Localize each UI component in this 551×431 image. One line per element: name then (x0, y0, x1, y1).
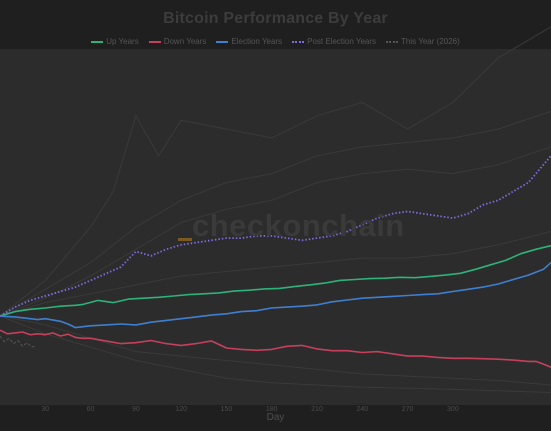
series-line-down-years (0, 329, 551, 368)
legend-item-up-years[interactable]: Up Years (91, 37, 139, 46)
series-line-election-years (0, 262, 551, 329)
series-line-this-year-2026 (0, 335, 37, 348)
legend-swatch (91, 40, 104, 43)
x-tick-label: 300 (447, 406, 459, 413)
legend-swatch (216, 40, 229, 43)
chart-legend: Up Years Down Years Election Years Post Ele… (0, 37, 551, 46)
legend-label: Election Years (231, 37, 283, 46)
series-lines (0, 155, 551, 368)
x-tick-label: 60 (87, 406, 95, 413)
background-year-line-6 (0, 315, 551, 393)
x-axis-title: Day (266, 412, 285, 423)
x-tick-label: 30 (41, 406, 49, 413)
legend-item-this-year-2026[interactable]: This Year (2026) (386, 37, 460, 46)
chart-title: Bitcoin Performance By Year (163, 10, 388, 27)
watermark: checkonchain (192, 208, 405, 243)
x-tick-label: 180 (266, 406, 278, 413)
x-tick-label: 90 (132, 406, 140, 413)
plot-background (0, 49, 551, 405)
legend-swatch (148, 40, 161, 43)
legend-label: Up Years (106, 37, 139, 46)
x-axis-ticks: 30 60 90 120 150 180 210 240 270 300 (41, 406, 458, 413)
legend-label: Post Election Years (307, 37, 377, 46)
legend-item-down-years[interactable]: Down Years (148, 37, 207, 46)
x-tick-label: 210 (311, 406, 323, 413)
x-tick-label: 120 (175, 406, 187, 413)
legend-item-post-election-years[interactable]: Post Election Years (292, 37, 376, 46)
x-tick-label: 270 (402, 406, 414, 413)
background-year-line-4 (0, 231, 551, 317)
legend-label: Down Years (163, 37, 207, 46)
legend-label: This Year (2026) (401, 37, 460, 46)
background-lines (0, 26, 551, 393)
legend-swatch (386, 40, 399, 43)
background-year-line-3 (0, 146, 551, 317)
x-tick-label: 240 (356, 406, 368, 413)
watermark-logo-mark (178, 238, 192, 241)
legend-item-election-years[interactable]: Election Years (216, 37, 282, 46)
series-line-up-years (0, 244, 551, 317)
legend-swatch (292, 40, 305, 43)
series-line-post-election-years (0, 155, 551, 317)
background-year-line-1 (0, 26, 551, 317)
background-year-line-2 (0, 110, 551, 317)
x-tick-label: 150 (221, 406, 233, 413)
